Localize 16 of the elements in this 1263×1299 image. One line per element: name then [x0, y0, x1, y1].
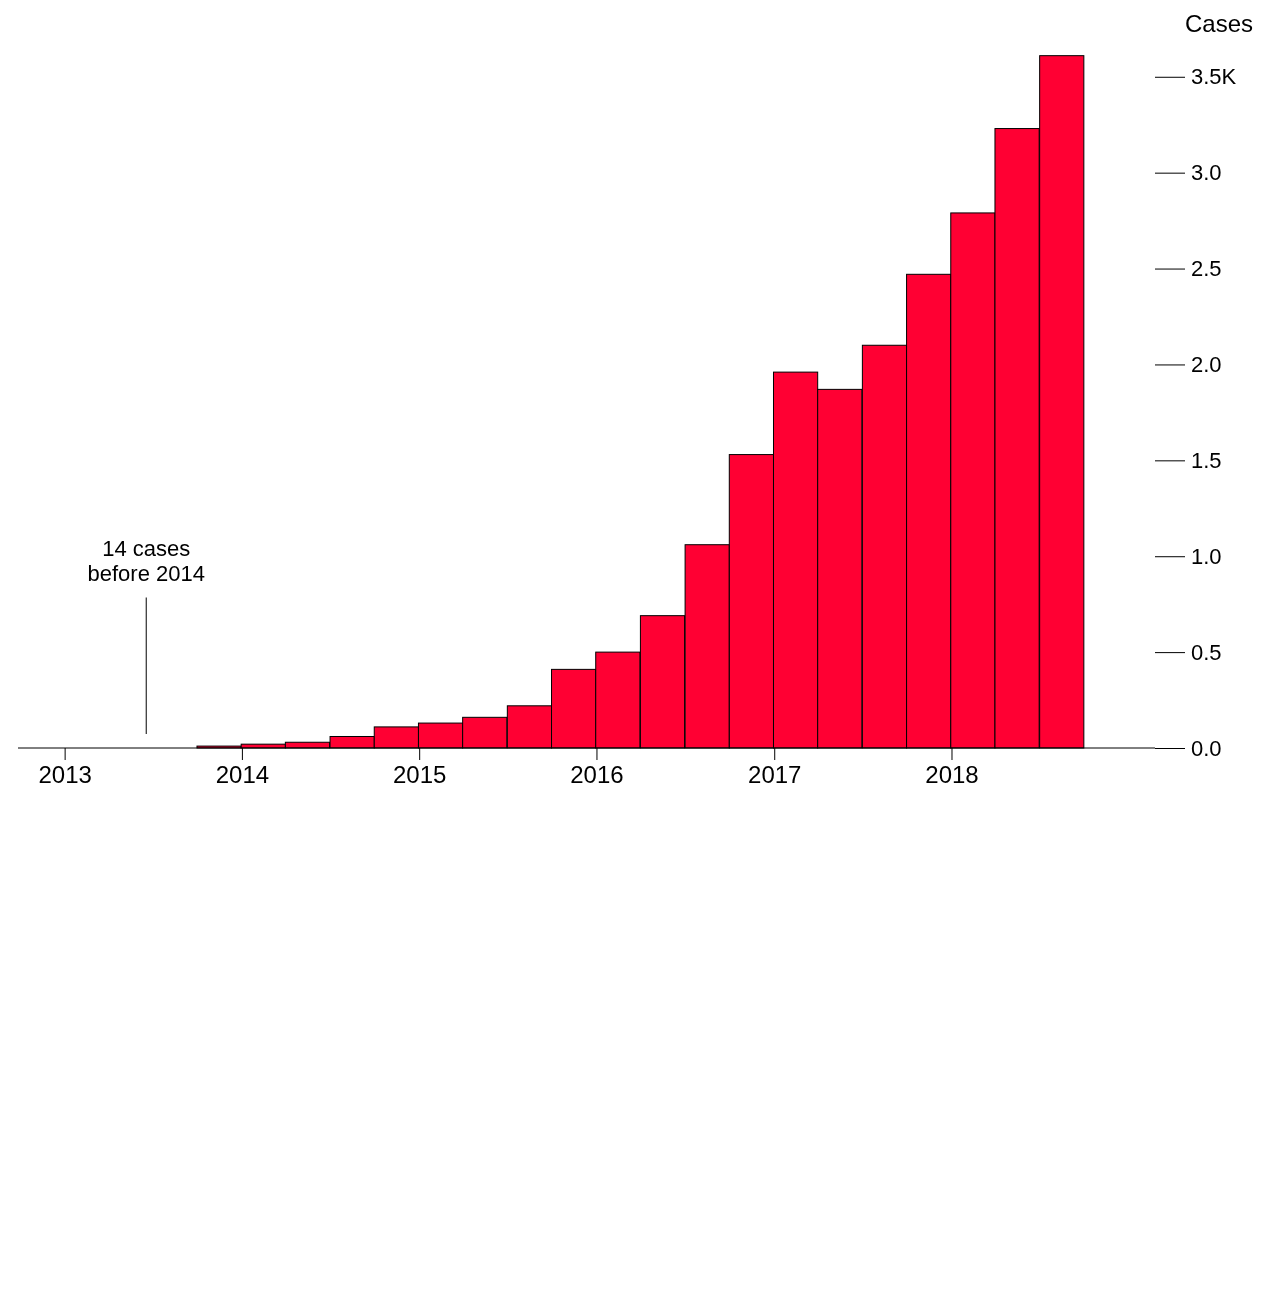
y-tick-label: 1.5 [1191, 447, 1222, 473]
y-tick-label: 0.5 [1191, 639, 1222, 665]
x-tick-label: 2017 [748, 761, 802, 789]
x-tick-label: 2016 [570, 761, 624, 789]
y-axis-title: Cases [1184, 10, 1253, 37]
y-tick-label: 2.0 [1191, 351, 1222, 377]
y-tick-label: 2.5 [1191, 256, 1222, 282]
y-tick-label: 3.5K [1191, 64, 1237, 90]
x-tick-label: 2018 [925, 761, 979, 789]
x-tick-label: 2014 [215, 761, 270, 789]
x-tick-label: 2015 [392, 761, 447, 789]
y-tick-label: 0.0 [1191, 735, 1222, 761]
y-tick-label: 3.0 [1191, 160, 1222, 186]
x-tick-label: 2013 [38, 761, 92, 789]
y-tick-label: 1.0 [1191, 543, 1222, 569]
ref-line-label: 14 cases before 2014 [87, 535, 205, 586]
